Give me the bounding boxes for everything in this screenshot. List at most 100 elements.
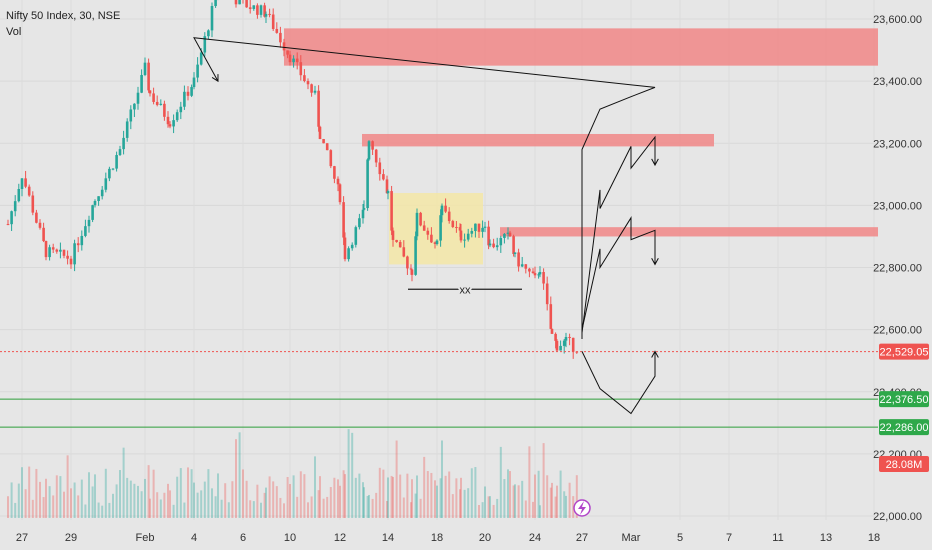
volume-bar xyxy=(314,456,316,518)
candle-body xyxy=(447,211,451,222)
candle xyxy=(367,140,371,161)
candle-body xyxy=(196,64,199,78)
candle xyxy=(62,249,66,259)
volume-bar xyxy=(554,496,557,518)
volume-bar xyxy=(354,477,357,518)
projection-arrowhead xyxy=(211,74,219,83)
price-tick-label: 23,600.00 xyxy=(873,14,922,26)
candle-body xyxy=(286,50,289,55)
candle-body xyxy=(152,93,155,102)
candle-body xyxy=(313,90,317,93)
volume-bar xyxy=(351,432,354,518)
candle-body xyxy=(361,209,365,219)
volume-bar xyxy=(460,477,462,518)
candle xyxy=(295,52,299,70)
candle xyxy=(322,138,325,144)
candle-body xyxy=(415,212,419,237)
candle-body xyxy=(459,230,463,241)
projection-path xyxy=(581,216,656,330)
candle xyxy=(245,0,248,8)
volume-bar xyxy=(411,479,413,518)
candle-body xyxy=(104,178,108,190)
volume-bar xyxy=(368,494,370,518)
volume-bar xyxy=(568,482,571,518)
candle xyxy=(147,58,150,93)
volume-bar xyxy=(14,502,17,518)
candle-body xyxy=(466,233,470,240)
candle-body xyxy=(338,184,342,203)
volume-bar xyxy=(224,483,227,518)
candle-body xyxy=(419,212,422,226)
candle-body xyxy=(148,90,152,94)
time-axis[interactable]: 27 29 Feb 4 6 10 12 14 18 20 24 27 Mar 5 7 11 13 18 xyxy=(16,532,880,544)
symbol-title[interactable]: Nifty 50 Index, 30, NSE xyxy=(6,10,121,22)
candle xyxy=(495,237,499,251)
volume-bar xyxy=(126,477,129,518)
volume-bar xyxy=(326,496,329,518)
volume-bar xyxy=(481,502,484,518)
candle-body xyxy=(147,62,150,91)
candle xyxy=(419,211,422,227)
volume-bar xyxy=(63,491,65,518)
candle xyxy=(264,11,268,24)
projection-arrowhead xyxy=(651,350,659,358)
volume-bar xyxy=(439,478,442,518)
candle-body xyxy=(252,5,256,9)
candle-body xyxy=(125,121,129,138)
projection-path xyxy=(581,351,656,415)
volume-bar xyxy=(97,502,100,518)
candle xyxy=(288,50,292,66)
volume-bar xyxy=(200,490,203,518)
price-tick-label: 22,800.00 xyxy=(873,263,922,275)
volume-bar xyxy=(426,471,429,518)
volume-indicator-label[interactable]: Vol xyxy=(6,26,22,38)
candle xyxy=(97,196,100,206)
time-tick-label: 14 xyxy=(382,532,394,544)
candle-body xyxy=(24,178,27,187)
candle-body xyxy=(264,13,268,17)
candle-body xyxy=(538,272,542,275)
volume-bar xyxy=(272,481,275,518)
candle xyxy=(488,239,492,248)
candle-body xyxy=(155,101,159,105)
price-tick-label: 22,600.00 xyxy=(873,325,922,337)
candle xyxy=(299,55,303,81)
flash-icon[interactable] xyxy=(573,499,591,517)
volume-bar xyxy=(333,477,336,518)
candle-body xyxy=(73,243,76,265)
candle-body xyxy=(414,236,417,275)
candle-body xyxy=(207,30,210,37)
support-badge-text: 22,376.50 xyxy=(880,394,929,406)
volume-bar xyxy=(402,497,405,518)
volume-bar xyxy=(444,475,447,518)
price-axis[interactable]: 23,600.00 23,400.00 23,200.00 23,000.00 22,8… xyxy=(873,14,922,523)
volume-bar xyxy=(42,497,45,518)
volume-bar xyxy=(492,504,495,518)
time-tick-label: 13 xyxy=(820,532,832,544)
candle xyxy=(554,332,557,349)
volume-bar xyxy=(496,498,499,518)
candle-body xyxy=(371,141,374,150)
volume-bar xyxy=(303,474,306,518)
volume-bar xyxy=(211,488,213,518)
candle xyxy=(10,210,13,231)
candle-body xyxy=(528,268,531,272)
candle xyxy=(517,248,520,272)
candle-body xyxy=(91,205,94,220)
volume-bar xyxy=(399,474,402,518)
volume-bar xyxy=(347,429,350,518)
volume-bar xyxy=(207,469,210,518)
volume-bar xyxy=(52,495,55,518)
candle xyxy=(207,29,210,40)
volume-bar xyxy=(310,496,313,518)
candle-body xyxy=(451,221,455,227)
candle-body xyxy=(347,248,350,260)
candle-body xyxy=(20,178,24,190)
volume-bar xyxy=(101,505,104,518)
candle-body xyxy=(422,225,426,231)
candle-body xyxy=(385,179,389,194)
candle xyxy=(562,338,566,354)
volume-bar xyxy=(119,470,121,518)
candle xyxy=(143,57,147,77)
